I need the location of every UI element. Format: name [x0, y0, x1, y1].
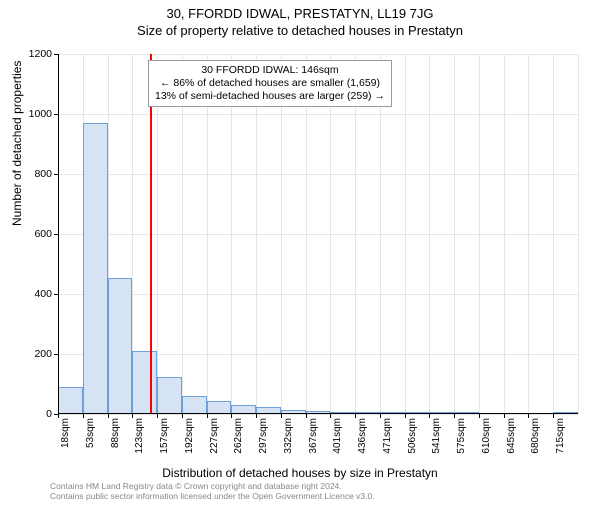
tick-mark-x: [504, 414, 505, 418]
page-title-line2: Size of property relative to detached ho…: [0, 23, 600, 38]
tick-mark-x: [355, 414, 356, 418]
histogram-bar: [207, 401, 232, 415]
tick-label-y: 600: [34, 228, 52, 240]
gridline-x: [504, 54, 505, 414]
tick-label-x: 680sqm: [530, 418, 541, 454]
gridline-x: [405, 54, 406, 414]
tick-mark-x: [157, 414, 158, 418]
tick-mark-x: [380, 414, 381, 418]
gridline-x: [157, 54, 158, 414]
annotation-line: 30 FFORDD IDWAL: 146sqm: [155, 64, 385, 77]
tick-mark-x: [58, 414, 59, 418]
tick-label-x: 123sqm: [134, 418, 145, 454]
gridline-x: [355, 54, 356, 414]
tick-label-y: 800: [34, 168, 52, 180]
tick-label-x: 471sqm: [382, 418, 393, 454]
chart-plot-area: 02004006008001000120018sqm53sqm88sqm123s…: [58, 54, 578, 414]
gridline-y: [58, 414, 578, 415]
histogram-bar: [157, 377, 182, 415]
tick-label-y: 1000: [29, 108, 52, 120]
tick-label-x: 401sqm: [332, 418, 343, 454]
histogram-bar: [108, 278, 133, 415]
tick-label-y: 1200: [29, 48, 52, 60]
y-axis-line: [58, 54, 59, 414]
tick-label-x: 227sqm: [209, 418, 220, 454]
gridline-x: [429, 54, 430, 414]
reference-line: [150, 54, 152, 414]
annotation-box: 30 FFORDD IDWAL: 146sqm← 86% of detached…: [148, 60, 392, 107]
tick-label-x: 332sqm: [283, 418, 294, 454]
tick-label-x: 610sqm: [481, 418, 492, 454]
annotation-line: ← 86% of detached houses are smaller (1,…: [155, 77, 385, 90]
gridline-x: [231, 54, 232, 414]
gridline-y: [58, 174, 578, 175]
histogram-bar: [58, 387, 83, 414]
x-axis-label: Distribution of detached houses by size …: [0, 466, 600, 480]
tick-label-x: 88sqm: [110, 418, 121, 448]
tick-label-x: 541sqm: [431, 418, 442, 454]
tick-label-x: 157sqm: [159, 418, 170, 454]
footer-line1: Contains HM Land Registry data © Crown c…: [50, 481, 375, 492]
histogram-bar: [182, 396, 207, 414]
tick-label-x: 367sqm: [308, 418, 319, 454]
tick-label-x: 645sqm: [506, 418, 517, 454]
page-title-line1: 30, FFORDD IDWAL, PRESTATYN, LL19 7JG: [0, 6, 600, 21]
histogram-bar: [83, 123, 108, 414]
tick-label-x: 436sqm: [357, 418, 368, 454]
gridline-y: [58, 294, 578, 295]
y-axis-label: Number of detached properties: [10, 61, 24, 226]
tick-mark-x: [405, 414, 406, 418]
gridline-y: [58, 54, 578, 55]
gridline-x: [207, 54, 208, 414]
tick-label-y: 400: [34, 288, 52, 300]
gridline-x: [182, 54, 183, 414]
tick-mark-x: [479, 414, 480, 418]
gridline-x: [330, 54, 331, 414]
gridline-x: [454, 54, 455, 414]
tick-label-x: 53sqm: [85, 418, 96, 448]
gridline-x: [528, 54, 529, 414]
tick-label-x: 575sqm: [456, 418, 467, 454]
annotation-line: 13% of semi-detached houses are larger (…: [155, 90, 385, 103]
gridline-x: [380, 54, 381, 414]
tick-label-x: 297sqm: [258, 418, 269, 454]
footer-line2: Contains public sector information licen…: [50, 491, 375, 502]
gridline-x: [256, 54, 257, 414]
attribution-footer: Contains HM Land Registry data © Crown c…: [50, 481, 375, 502]
tick-mark-x: [207, 414, 208, 418]
tick-mark-x: [108, 414, 109, 418]
tick-label-x: 506sqm: [407, 418, 418, 454]
tick-label-y: 200: [34, 348, 52, 360]
tick-mark-x: [182, 414, 183, 418]
gridline-y: [58, 234, 578, 235]
tick-label-x: 192sqm: [184, 418, 195, 454]
histogram-bar: [132, 351, 157, 414]
tick-mark-x: [256, 414, 257, 418]
gridline-y: [58, 114, 578, 115]
tick-label-x: 715sqm: [555, 418, 566, 454]
gridline-x: [553, 54, 554, 414]
gridline-x: [479, 54, 480, 414]
gridline-x: [578, 54, 579, 414]
x-axis-line: [58, 413, 578, 414]
gridline-x: [306, 54, 307, 414]
tick-mark-x: [281, 414, 282, 418]
tick-label-y: 0: [46, 408, 52, 420]
tick-label-x: 18sqm: [60, 418, 71, 448]
tick-mark-x: [83, 414, 84, 418]
tick-mark-x: [306, 414, 307, 418]
gridline-x: [281, 54, 282, 414]
tick-label-x: 262sqm: [233, 418, 244, 454]
